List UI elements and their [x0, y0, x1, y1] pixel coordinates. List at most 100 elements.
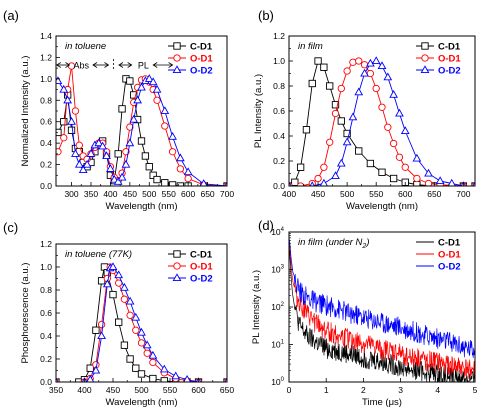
panel-label: (d): [258, 218, 274, 233]
data-point: [86, 374, 95, 382]
data-point: [175, 153, 185, 162]
data-point: [183, 167, 193, 176]
data-point: [296, 182, 305, 186]
data-point: [371, 56, 381, 65]
abs-arrow-right: [92, 62, 110, 68]
legend-label: O-D2: [190, 274, 213, 285]
region-label-pl: PL: [138, 61, 149, 71]
data-point: [118, 105, 126, 113]
data-point: [149, 171, 157, 179]
data-point: [337, 117, 345, 125]
data-point: [75, 141, 83, 149]
legend-label: C-D1: [190, 42, 213, 53]
y-tick-label: 0.4: [40, 331, 52, 341]
panel-3: (c) 350 400 450 500 550 600 650 0.0 0.2 0.4 0.6 0.8 1…: [3, 220, 234, 408]
legend-marker: [420, 65, 430, 74]
data-point: [130, 91, 138, 99]
data-point: [132, 364, 140, 372]
y-tick-label: 0.6: [40, 308, 52, 318]
data-point: [331, 101, 340, 109]
x-tick-label: 600: [398, 189, 412, 199]
data-point: [400, 126, 410, 135]
series-O-D2: [289, 56, 475, 186]
data-point: [125, 296, 135, 305]
data-point: [309, 181, 315, 186]
x-tick-label: 0: [287, 385, 292, 395]
data-point: [144, 74, 154, 82]
data-point: [326, 82, 334, 90]
legend-label: O-D1: [190, 54, 213, 65]
y-axis-label: PL Intensity (a.u.): [251, 270, 262, 344]
y-tick-label: 0.4: [273, 131, 285, 141]
x-axis-label: Time (μs): [362, 397, 402, 408]
data-point: [331, 171, 340, 180]
legend-label: O-D1: [438, 54, 461, 65]
y-tick-label: 1.2: [40, 239, 52, 249]
x-tick-label: 450: [311, 189, 325, 199]
data-point: [412, 153, 422, 162]
legend-item-O-D1: O-D1: [416, 250, 461, 261]
data-point: [126, 77, 134, 85]
data-point: [67, 126, 76, 134]
legend: C-D1O-D1O-D2: [168, 250, 213, 285]
y-axis-label: Phosphorescence (a.u.): [20, 263, 31, 364]
y-tick-label: 100: [271, 377, 284, 387]
legend-label: C-D1: [438, 42, 461, 53]
legend-marker: [421, 54, 429, 62]
y-tick-label: 1.0: [40, 262, 52, 272]
y-tick-label: 104: [271, 227, 284, 237]
data-point: [114, 270, 124, 279]
y-tick-label: 0.8: [40, 95, 52, 105]
y-tick-label: 0.2: [40, 160, 52, 170]
data-point: [74, 159, 84, 168]
data-point: [92, 326, 100, 334]
x-tick-label: 500: [134, 385, 148, 395]
series-line: [289, 60, 475, 186]
data-point: [160, 106, 170, 115]
data-point: [143, 349, 151, 357]
legend-item-C-D1: C-D1: [416, 238, 461, 249]
y-tick-label: 1.0: [40, 74, 52, 84]
data-point: [447, 178, 456, 186]
data-point: [161, 122, 169, 130]
y-tick-label: 1.4: [40, 31, 52, 41]
data-point: [355, 57, 363, 65]
data-point: [115, 318, 123, 326]
data-point: [161, 179, 169, 186]
y-tick-label: 1.2: [40, 52, 52, 62]
series-line: [289, 60, 475, 186]
data-point: [384, 123, 392, 131]
data-point: [291, 178, 299, 186]
panel-annotation: in toluene (77K): [65, 249, 132, 260]
data-point: [141, 152, 150, 160]
data-point: [145, 163, 153, 171]
legend-item-O-D2: O-D2: [416, 65, 461, 77]
data-point: [401, 163, 409, 171]
data-point: [168, 131, 177, 140]
data-point: [395, 153, 404, 161]
legend-label: O-D1: [438, 250, 461, 261]
x-axis-label: Wavelength (nm): [106, 397, 178, 408]
data-point: [71, 107, 80, 115]
y-tick-label: 0.6: [40, 117, 52, 127]
y-axis-label: PL Intensity (a.u.): [253, 74, 264, 148]
data-point: [63, 95, 73, 104]
data-point: [56, 128, 62, 137]
panel-1: (a) 300 350 400 450 500 550 600 650 700 0.0 0.2 0.4 0…: [3, 8, 234, 212]
y-axis-label: Normalized Intensity (a.u.): [20, 56, 31, 167]
legend-item-O-D1: O-D1: [168, 262, 213, 273]
data-point: [113, 176, 123, 185]
data-point: [343, 67, 351, 75]
legend-item-O-D2: O-D2: [168, 273, 213, 285]
x-axis-label: Wavelength (nm): [106, 201, 178, 212]
data-point: [336, 158, 346, 167]
x-tick-label: 300: [64, 189, 78, 199]
data-point: [109, 174, 119, 183]
data-point: [224, 377, 227, 382]
data-point: [56, 148, 62, 156]
region-label-abs: Abs: [73, 61, 89, 71]
data-point: [125, 138, 135, 147]
panel-4: (d) 0 1 2 3 4 5 100 101 102 103 104 Time (μs) PL Inte…: [251, 218, 478, 408]
data-point: [320, 163, 328, 171]
data-point: [67, 116, 76, 125]
